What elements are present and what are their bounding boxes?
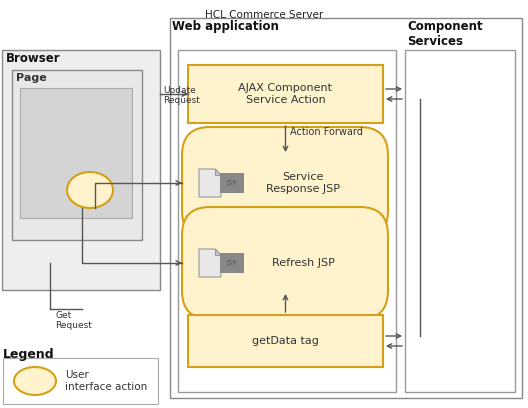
Text: HCL Commerce Server: HCL Commerce Server [205, 10, 323, 20]
Text: Browser: Browser [6, 52, 61, 65]
Text: Refresh JSP: Refresh JSP [271, 258, 334, 268]
Text: Get
Request: Get Request [55, 311, 92, 330]
Text: Web application: Web application [172, 20, 279, 33]
FancyBboxPatch shape [182, 127, 388, 239]
Text: AJAX Component
Service Action: AJAX Component Service Action [239, 83, 333, 105]
Polygon shape [199, 249, 221, 277]
Polygon shape [215, 169, 221, 175]
Text: Page: Page [16, 73, 47, 83]
Ellipse shape [67, 172, 113, 208]
Polygon shape [215, 249, 221, 255]
Bar [178, 50, 396, 392]
FancyBboxPatch shape [182, 207, 388, 319]
Ellipse shape [14, 367, 56, 395]
Bar [405, 50, 515, 392]
Bar [170, 18, 522, 398]
Text: JSP: JSP [227, 260, 237, 266]
Polygon shape [199, 169, 221, 197]
Text: Service
Response JSP: Service Response JSP [266, 172, 340, 194]
Text: User
interface action: User interface action [65, 370, 147, 392]
Text: Action Forward: Action Forward [290, 127, 363, 137]
Bar [20, 88, 132, 218]
Text: Update
Request: Update Request [163, 86, 200, 105]
Bar [188, 315, 383, 367]
Text: Legend: Legend [3, 348, 54, 361]
Bar [3, 358, 158, 404]
Text: getData tag: getData tag [252, 336, 319, 346]
Bar [12, 70, 142, 240]
Bar [2, 50, 160, 290]
Text: JSP: JSP [227, 180, 237, 186]
Bar [188, 65, 383, 123]
Text: Component
Services: Component Services [407, 20, 483, 48]
